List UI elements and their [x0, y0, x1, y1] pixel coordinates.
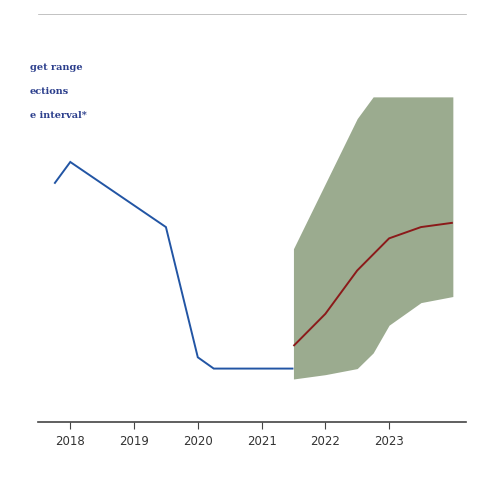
Text: get range: get range [30, 63, 83, 72]
Text: ections: ections [30, 87, 69, 96]
Text: e interval*: e interval* [30, 111, 86, 120]
